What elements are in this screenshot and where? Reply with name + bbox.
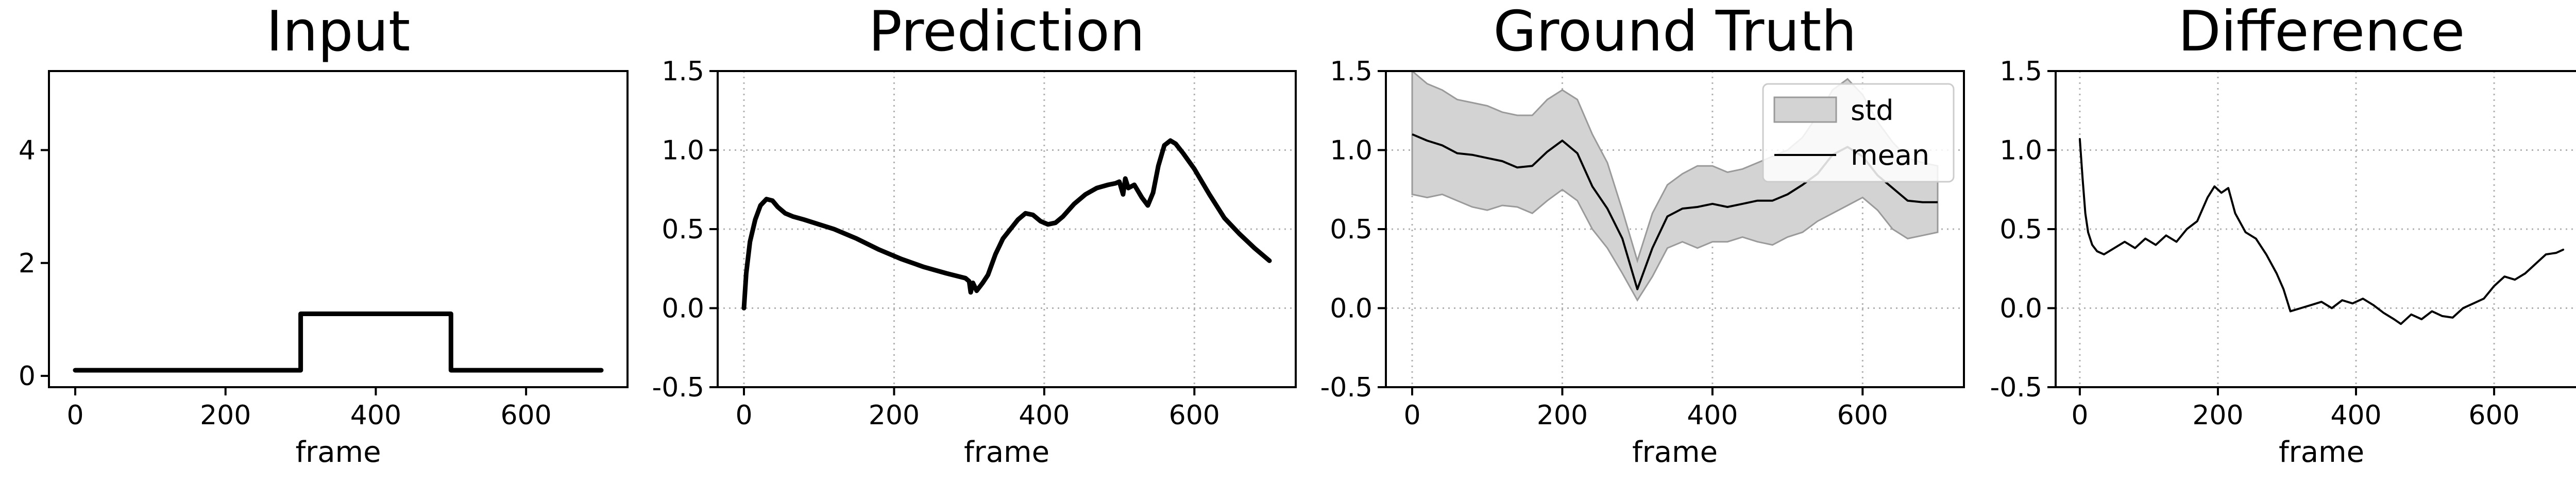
x-tick-label: 400 <box>350 400 401 431</box>
plot-area <box>2078 138 2565 325</box>
chart-title: Prediction <box>869 0 1145 64</box>
series-line <box>73 311 604 373</box>
subplot-prediction: Prediction 0 200 400 600 -0.5 0.0 0.5 1.0 1.5 fram… <box>652 0 1297 469</box>
legend-swatch-std <box>1773 96 1837 123</box>
x-tick-label: 600 <box>500 400 551 431</box>
x-axis-label: frame <box>1632 436 1718 469</box>
x-tick-label: 600 <box>1169 400 1220 431</box>
plot-area <box>73 311 604 373</box>
y-tick-label: 4 <box>19 135 36 166</box>
chart-title: Difference <box>2178 0 2465 64</box>
x-tick-label: 0 <box>66 400 83 431</box>
y-tick-label: 2 <box>19 248 36 279</box>
y-tick-label: 0.5 <box>1330 214 1372 245</box>
y-tick-label: 0 <box>19 361 36 392</box>
x-tick-label: 400 <box>1019 400 1070 431</box>
y-tick-label: 0.0 <box>662 293 704 324</box>
y-tick-label: 1.0 <box>662 135 704 166</box>
x-tick-label: 200 <box>869 400 920 431</box>
x-tick-label: 200 <box>2192 400 2243 431</box>
x-axis-label: frame <box>295 436 381 469</box>
legend: std mean <box>1762 83 1955 183</box>
x-tick-label: 0 <box>1403 400 1420 431</box>
x-tick-label: 400 <box>1687 400 1738 431</box>
subplot-difference: Difference 0 200 400 600 -0.5 0.0 0.5 1.0 1.5 fram… <box>1990 0 2576 469</box>
x-tick-label: 0 <box>735 400 752 431</box>
axes-frame <box>48 70 629 388</box>
plot-area <box>741 138 1272 310</box>
y-tick-label: 0.5 <box>1999 214 2042 245</box>
y-tick-label: 1.5 <box>662 56 704 87</box>
subplot-input: Input 0 200 400 600 0 2 4 frame <box>19 0 629 469</box>
x-tick-label: 0 <box>2071 400 2088 431</box>
y-tick-label: 0.0 <box>1330 293 1372 324</box>
std-band <box>1411 71 1939 302</box>
y-tick-label: 0.0 <box>1999 293 2042 324</box>
series-line <box>2078 138 2565 325</box>
x-tick-label: 200 <box>1537 400 1588 431</box>
y-tick-label: 1.0 <box>1330 135 1372 166</box>
y-tick-label: 0.5 <box>662 214 704 245</box>
chart-title: Ground Truth <box>1493 0 1856 64</box>
y-tick-label: -0.5 <box>652 372 704 403</box>
x-axis-label: frame <box>2279 436 2364 469</box>
x-tick-label: 200 <box>200 400 251 431</box>
x-tick-label: 600 <box>2468 400 2519 431</box>
subplot-ground-truth: Ground Truth 0 200 400 600 -0.5 0.0 0.5 1.0 1.5 fr… <box>1320 0 1965 469</box>
legend-label-std: std <box>1851 94 1894 127</box>
legend-label-mean: mean <box>1851 139 1929 171</box>
y-tick-label: 1.5 <box>1330 56 1372 87</box>
x-tick-label: 400 <box>2330 400 2381 431</box>
y-tick-label: 1.5 <box>1999 56 2042 87</box>
chart-title: Input <box>266 0 411 64</box>
x-axis-label: frame <box>964 436 1049 469</box>
series-line <box>741 138 1272 310</box>
y-tick-label: -0.5 <box>1320 372 1372 403</box>
y-tick-label: -0.5 <box>1990 372 2042 403</box>
y-tick-label: 1.0 <box>1999 135 2042 166</box>
x-tick-label: 600 <box>1837 400 1888 431</box>
